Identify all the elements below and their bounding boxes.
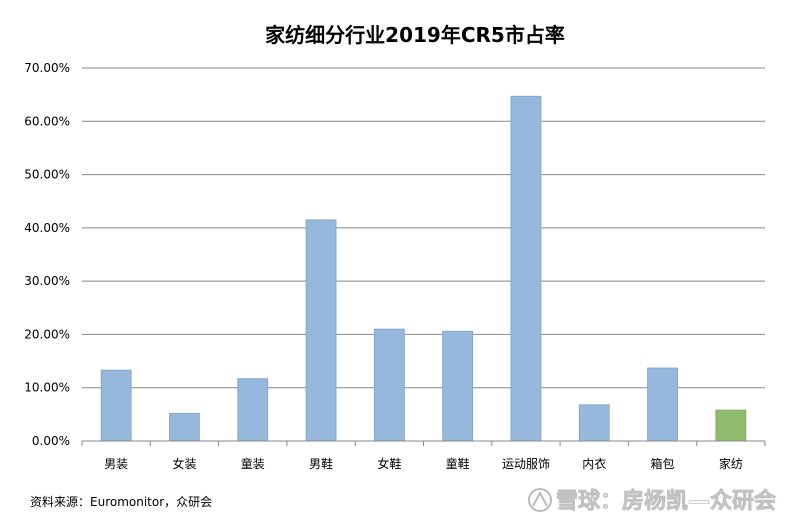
bar-女鞋 — [373, 328, 405, 442]
y-tick-label: 60.00% — [24, 114, 70, 128]
x-tick-label: 箱包 — [651, 456, 675, 471]
y-tick-label: 20.00% — [24, 327, 70, 341]
source-note: 资料来源：Euromonitor，众研会 — [30, 495, 212, 509]
bars — [100, 95, 747, 442]
y-tick-label: 50.00% — [24, 168, 70, 182]
bar-男装 — [100, 369, 132, 442]
bar-内衣 — [578, 404, 610, 442]
bar-童装 — [237, 378, 269, 442]
watermark: 雪球：房杨凯—众研会 — [528, 488, 776, 514]
y-tick-label: 40.00% — [24, 221, 70, 235]
chart-title: 家纺细分行业2019年CR5市占率 — [265, 23, 565, 47]
y-tick-label: 70.00% — [24, 61, 70, 75]
x-tick-label: 家纺 — [719, 456, 743, 471]
bar-男鞋 — [305, 219, 337, 442]
x-axis-tick-labels: 男装 女装 童装 男鞋 女鞋 童鞋 运动服饰 内衣 箱包 家纺 — [81, 441, 766, 471]
gridlines — [82, 67, 765, 389]
x-tick-label: 男鞋 — [309, 456, 333, 471]
watermark-text: 雪球：房杨凯—众研会 — [556, 488, 776, 514]
x-tick-label: 内衣 — [582, 456, 606, 471]
x-tick-label: 童装 — [241, 456, 265, 471]
y-tick-label: 30.00% — [24, 274, 70, 288]
y-tick-label: 10.00% — [24, 381, 70, 395]
bar-家纺 — [715, 409, 747, 442]
x-tick-label: 女装 — [172, 456, 196, 471]
bar-运动服饰 — [510, 95, 542, 442]
x-tick-label: 童鞋 — [446, 456, 470, 471]
y-axis-tick-labels: 0.00% 10.00% 20.00% 30.00% 40.00% 50.00% 60.00… — [24, 61, 70, 448]
x-tick-label: 女鞋 — [377, 456, 401, 471]
bar-女装 — [169, 412, 200, 442]
bar-童鞋 — [442, 330, 474, 442]
x-tick-label: 运动服饰 — [502, 457, 550, 471]
y-tick-label: 0.00% — [32, 434, 70, 448]
x-tick-label: 男装 — [104, 457, 128, 471]
bar-箱包 — [647, 367, 678, 442]
xueqiu-logo-icon — [528, 488, 552, 512]
